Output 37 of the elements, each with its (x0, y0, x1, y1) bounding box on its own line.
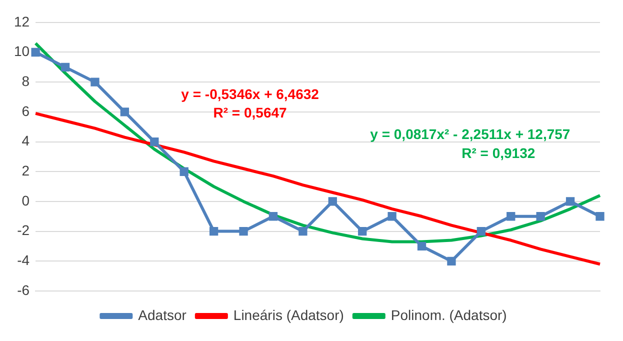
y-tick-label: 6 (22, 102, 30, 119)
point (90, 78, 100, 86)
annotation: R² = 0,9132 (462, 144, 536, 161)
y-tick-label: 10 (14, 43, 30, 60)
point (358, 226, 367, 236)
point (417, 242, 426, 251)
point (31, 48, 40, 57)
point (328, 197, 337, 206)
point (150, 137, 159, 146)
y-tick-label: -2 (17, 222, 30, 238)
point (447, 256, 456, 266)
point (566, 197, 575, 206)
y-tick-label: 4 (22, 132, 30, 149)
point (268, 212, 278, 221)
annotation: y = -0,5346x + 6,4632 (181, 86, 320, 102)
legend-label: Lineáris (Adatsor) (233, 306, 344, 323)
point (596, 212, 604, 221)
annotation: R² = 0,5647 (213, 104, 288, 121)
point (209, 226, 218, 236)
point (60, 62, 70, 72)
legend-label: Polinom. (Adatsor) (390, 306, 507, 323)
legend-label: Adatsor (138, 306, 187, 323)
y-tick-label: 0 (22, 192, 30, 208)
y-tick-label: 12 (14, 13, 30, 30)
point (180, 167, 188, 176)
y-tick-label: 8 (22, 72, 30, 89)
point (120, 108, 130, 116)
point (506, 212, 516, 221)
point (388, 212, 396, 221)
point (239, 226, 248, 236)
y-tick-label: -4 (17, 252, 30, 268)
point (298, 226, 308, 236)
annotation: y = 0,0817x² - 2,2511x + 12,757 (370, 126, 570, 142)
point (476, 226, 486, 236)
point (536, 212, 545, 221)
y-tick-label: 2 (22, 162, 30, 178)
y-tick-label: -6 (17, 282, 30, 298)
